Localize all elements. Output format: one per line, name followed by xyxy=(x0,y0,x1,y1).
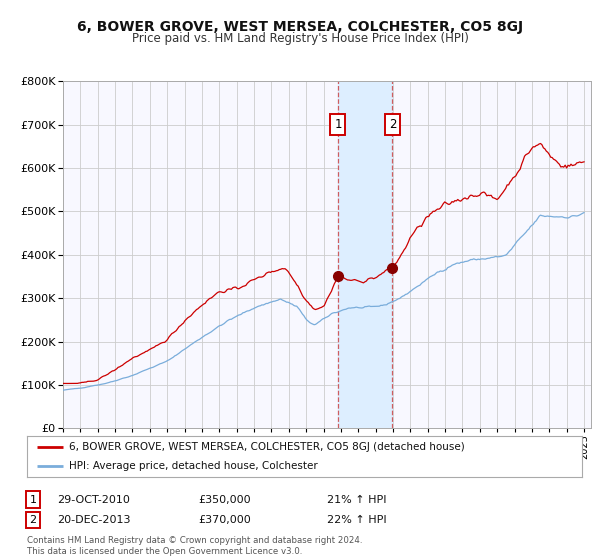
Text: 20-DEC-2013: 20-DEC-2013 xyxy=(57,515,131,525)
Text: 1: 1 xyxy=(29,494,37,505)
Text: 29-OCT-2010: 29-OCT-2010 xyxy=(57,494,130,505)
Text: 21% ↑ HPI: 21% ↑ HPI xyxy=(327,494,386,505)
Text: HPI: Average price, detached house, Colchester: HPI: Average price, detached house, Colc… xyxy=(68,461,317,471)
Text: Price paid vs. HM Land Registry's House Price Index (HPI): Price paid vs. HM Land Registry's House … xyxy=(131,32,469,45)
Text: 6, BOWER GROVE, WEST MERSEA, COLCHESTER, CO5 8GJ (detached house): 6, BOWER GROVE, WEST MERSEA, COLCHESTER,… xyxy=(68,442,464,452)
Text: 2: 2 xyxy=(29,515,37,525)
Text: £350,000: £350,000 xyxy=(198,494,251,505)
Text: 22% ↑ HPI: 22% ↑ HPI xyxy=(327,515,386,525)
Text: 6, BOWER GROVE, WEST MERSEA, COLCHESTER, CO5 8GJ: 6, BOWER GROVE, WEST MERSEA, COLCHESTER,… xyxy=(77,20,523,34)
Text: £370,000: £370,000 xyxy=(198,515,251,525)
Bar xyxy=(338,81,392,428)
Text: 1: 1 xyxy=(334,118,341,131)
Text: 2: 2 xyxy=(389,118,396,131)
Text: Contains HM Land Registry data © Crown copyright and database right 2024.
This d: Contains HM Land Registry data © Crown c… xyxy=(27,536,362,556)
